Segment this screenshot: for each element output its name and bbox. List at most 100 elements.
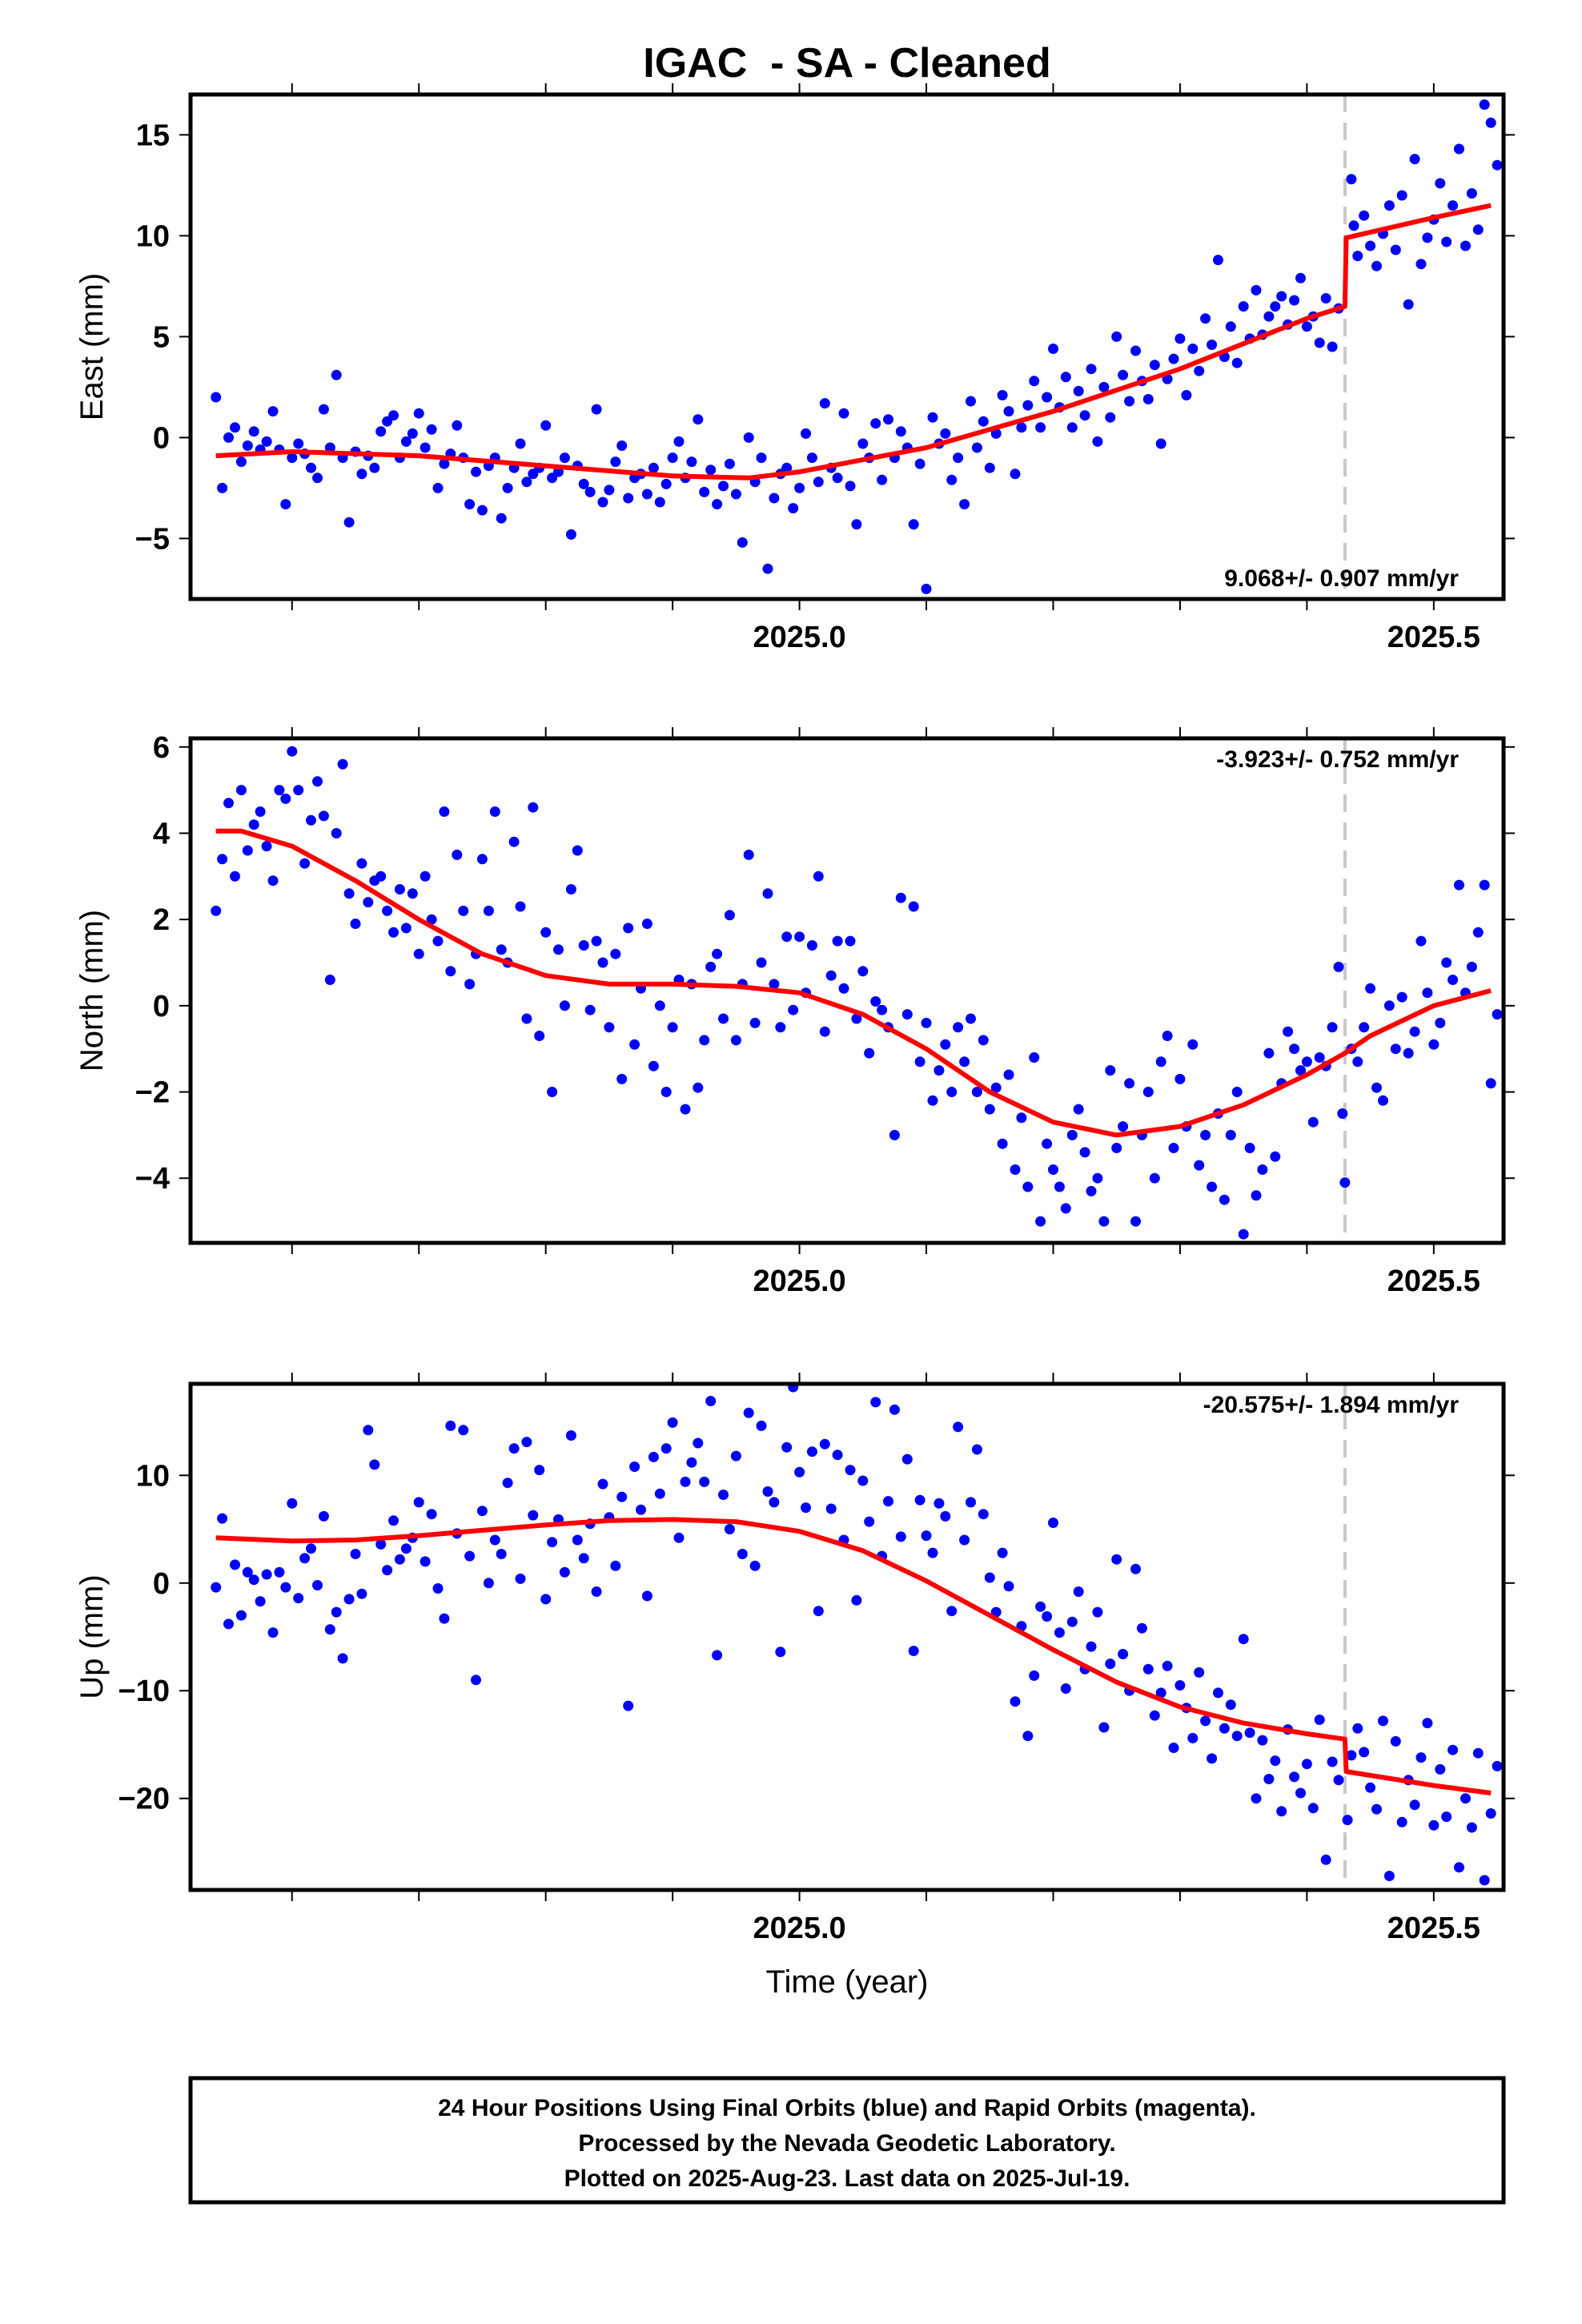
data-point <box>287 1498 298 1509</box>
data-point <box>788 1384 799 1393</box>
data-point <box>578 478 589 489</box>
data-point <box>1042 1138 1053 1149</box>
data-point <box>1029 1670 1040 1681</box>
data-point <box>211 1582 222 1593</box>
data-point <box>604 1022 615 1033</box>
data-point <box>737 1549 748 1559</box>
data-point <box>476 505 488 516</box>
data-point <box>743 849 754 860</box>
data-point <box>1149 1172 1160 1184</box>
data-point <box>749 1560 761 1571</box>
data-point <box>699 486 710 497</box>
data-point <box>407 428 418 439</box>
data-point <box>1022 1731 1034 1742</box>
data-point <box>781 462 793 473</box>
data-point <box>788 1004 799 1015</box>
data-point <box>331 1606 342 1618</box>
data-point <box>1263 1774 1275 1784</box>
data-point <box>806 940 817 951</box>
data-point <box>610 456 621 468</box>
data-point <box>521 1437 532 1448</box>
data-point <box>1466 1822 1477 1833</box>
data-point <box>1466 961 1477 972</box>
data-point <box>1048 344 1058 354</box>
data-point <box>540 927 552 938</box>
data-point <box>591 935 602 947</box>
data-point <box>673 1532 685 1543</box>
data-point <box>1194 1667 1205 1678</box>
data-point <box>1244 1727 1255 1739</box>
data-point <box>318 1510 329 1522</box>
data-point <box>534 1031 545 1041</box>
data-point <box>934 1498 945 1509</box>
rate-annotation: -20.575+/- 1.894 mm/yr <box>1203 1392 1460 1418</box>
data-point <box>1130 345 1141 356</box>
data-point <box>1352 251 1363 262</box>
data-point <box>914 1494 926 1506</box>
data-point <box>400 436 412 447</box>
data-point <box>832 472 843 484</box>
y-tick-label: 15 <box>136 119 170 152</box>
data-point <box>1168 1143 1179 1153</box>
data-point <box>946 1606 958 1617</box>
data-point <box>1435 178 1446 189</box>
data-point <box>439 1613 450 1624</box>
data-point <box>610 948 621 959</box>
y-axis-label: East (mm) <box>74 273 110 420</box>
data-point <box>889 1129 900 1140</box>
data-point <box>1194 1160 1205 1171</box>
data-point <box>775 1022 786 1033</box>
data-point <box>356 468 367 480</box>
data-point <box>1207 1181 1218 1192</box>
data-point <box>1270 1151 1281 1162</box>
data-point <box>1219 1723 1230 1734</box>
data-point <box>1472 224 1484 235</box>
data-point <box>1060 1203 1071 1214</box>
data-point <box>413 1497 424 1508</box>
data-point <box>801 428 811 439</box>
data-point <box>1428 1039 1439 1050</box>
x-tick-label: 2025.0 <box>753 1265 845 1298</box>
data-point <box>578 1553 589 1564</box>
data-point <box>1136 1622 1147 1634</box>
data-points <box>211 1384 1503 1886</box>
data-point <box>255 1596 266 1607</box>
data-point <box>464 979 476 990</box>
panels-group: 2025.0 2025.5 −5 0 5 10 15 East (mm) 9.068+/- 0.… <box>74 83 1515 1945</box>
data-point <box>1118 369 1129 380</box>
data-point <box>394 884 405 895</box>
data-point <box>845 1465 856 1476</box>
data-point <box>1415 259 1427 270</box>
data-point <box>705 961 717 972</box>
data-point <box>312 472 323 484</box>
data-point <box>464 1550 476 1562</box>
data-point <box>1276 1806 1287 1817</box>
data-point <box>1359 1747 1370 1758</box>
data-point <box>293 1593 304 1604</box>
data-point <box>496 944 507 955</box>
data-point <box>496 513 507 524</box>
data-point <box>331 369 342 380</box>
data-point <box>1142 1087 1154 1097</box>
data-point <box>616 1073 628 1084</box>
data-point <box>235 456 247 468</box>
data-point <box>921 1530 932 1542</box>
data-point <box>1295 272 1306 283</box>
data-point <box>1422 232 1433 243</box>
data-point <box>1435 1763 1446 1775</box>
data-point <box>1359 210 1370 221</box>
data-point <box>515 438 526 449</box>
data-point <box>489 806 500 817</box>
data-point <box>1098 1722 1110 1733</box>
data-point <box>1289 1043 1300 1055</box>
data-point <box>901 1009 913 1020</box>
data-point <box>1403 299 1414 310</box>
data-point <box>578 940 589 951</box>
data-point <box>1466 188 1477 199</box>
data-point <box>1390 244 1401 255</box>
data-point <box>940 1510 951 1522</box>
data-point <box>489 1534 500 1546</box>
data-point <box>1035 1216 1046 1227</box>
data-point <box>1337 1108 1348 1119</box>
data-point <box>547 1087 558 1097</box>
